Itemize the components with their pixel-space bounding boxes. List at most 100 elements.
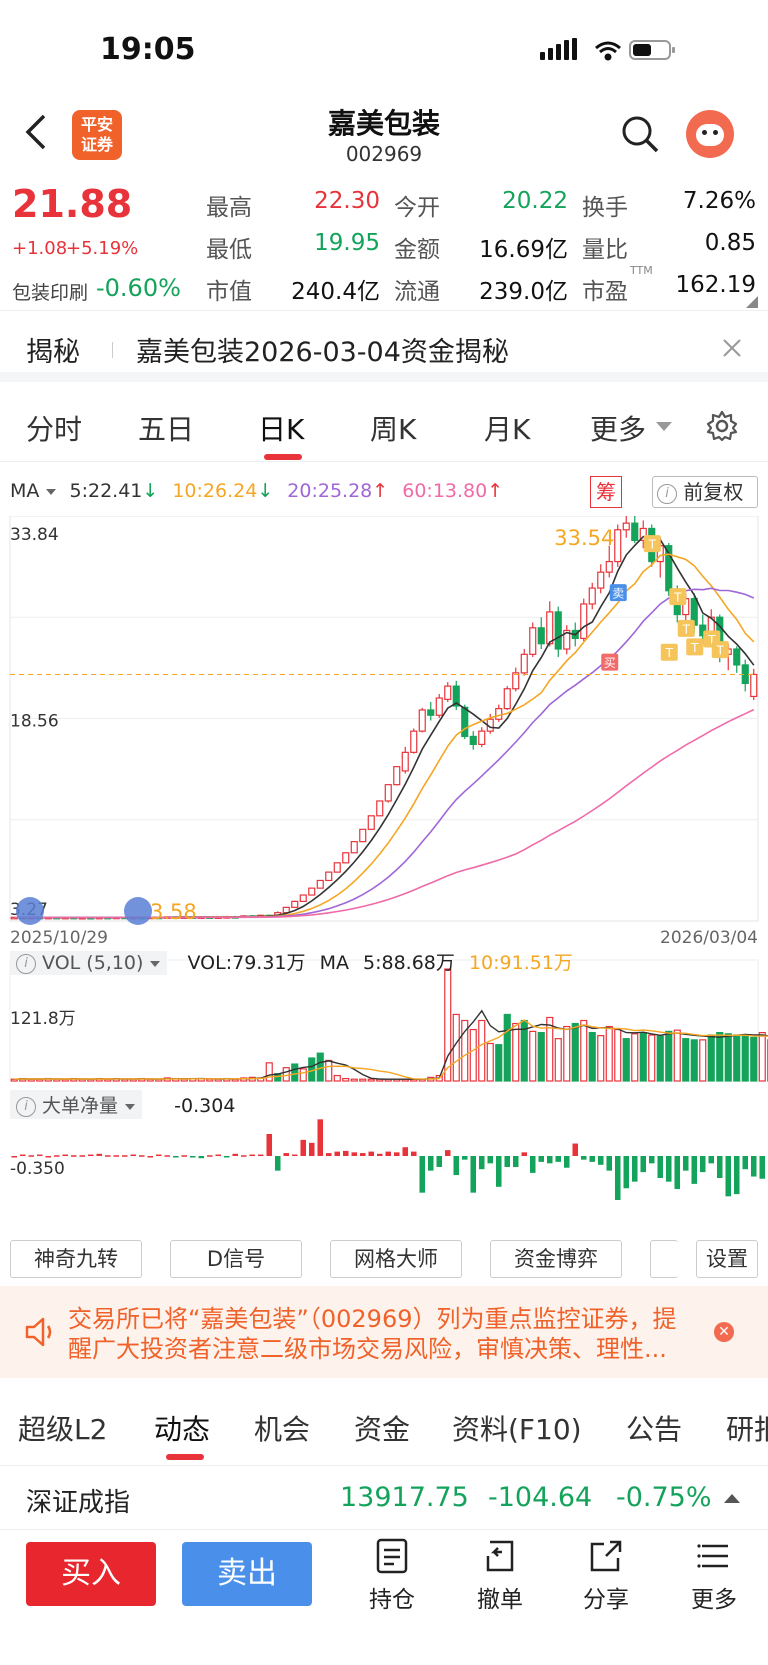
close-icon[interactable] xyxy=(722,338,742,358)
search-icon[interactable] xyxy=(620,114,660,154)
buy-button[interactable]: 买入 xyxy=(26,1542,156,1606)
scroll-marker-icon[interactable] xyxy=(124,897,152,925)
tool-fund-game[interactable]: 资金博弈 xyxy=(490,1240,622,1278)
candle xyxy=(444,685,452,700)
tab-daily-k[interactable]: 日K xyxy=(258,413,305,446)
tab-weekly-k[interactable]: 周K xyxy=(370,413,417,446)
t-marker-2-text: T xyxy=(682,622,691,636)
index-value: 13917.75 xyxy=(340,1482,469,1513)
corner-expand-icon[interactable] xyxy=(746,296,758,308)
up-arrow-icon: ↑ xyxy=(372,480,389,502)
min-price-marker: 3.58 xyxy=(150,900,197,924)
candle xyxy=(435,697,443,716)
more-button[interactable]: 更多 xyxy=(674,1538,754,1614)
big-order-bar xyxy=(444,1150,451,1156)
battery-icon xyxy=(629,40,675,60)
kline-chart-area[interactable]: MA 5:22.41↓ 10:26.24↓ 20:25.28↑ 60:13.80… xyxy=(0,462,768,1232)
tab-intraday[interactable]: 分时 xyxy=(26,413,83,446)
big-order-bar xyxy=(104,1155,111,1157)
candle xyxy=(299,894,307,902)
speaker-icon xyxy=(25,1317,52,1347)
volume-bar xyxy=(614,1028,622,1082)
avatar[interactable] xyxy=(686,110,734,158)
tool-d-signal[interactable]: D信号 xyxy=(170,1240,302,1278)
tab-announcement[interactable]: 公告 xyxy=(626,1413,683,1446)
volume-bar xyxy=(299,1068,307,1082)
ma5-line xyxy=(14,535,755,919)
status-time: 19:05 xyxy=(100,32,196,67)
volume-bar xyxy=(648,1034,656,1082)
candle xyxy=(639,527,647,541)
candle xyxy=(427,709,435,716)
holdings-button[interactable]: 持仓 xyxy=(352,1538,432,1614)
fund-reveal-bar[interactable]: 揭秘 嘉美包装2026-03-04资金揭秘 xyxy=(0,312,768,382)
mcap-label: 市值 xyxy=(206,279,252,305)
index-ticker[interactable]: 深证成指 13917.75 -104.64 -0.75% xyxy=(0,1466,768,1530)
back-arrow-icon[interactable] xyxy=(24,114,50,150)
big-order-header: i 大单净量 -0.304 xyxy=(10,1090,235,1119)
wifi-icon xyxy=(595,41,621,61)
kline-svg[interactable]: 33.8418.563.2733.543.58卖买TTTTTTT2025/10/… xyxy=(0,516,768,1232)
big-order-bar xyxy=(691,1156,698,1184)
t-marker-3: T xyxy=(660,643,678,661)
volume-bar xyxy=(503,1013,511,1082)
big-order-bar xyxy=(657,1156,664,1178)
settings-gear-icon[interactable] xyxy=(706,410,738,442)
volume-bar xyxy=(690,1039,698,1082)
tab-opportunity[interactable]: 机会 xyxy=(254,1413,311,1446)
candle xyxy=(546,611,554,645)
tab-monthly-k[interactable]: 月K xyxy=(484,413,531,446)
candle xyxy=(512,672,520,690)
tab-research[interactable]: 研报 xyxy=(726,1413,768,1446)
tab-five-day[interactable]: 五日 xyxy=(138,413,195,446)
adjust-button[interactable]: i 前复权 xyxy=(652,476,758,508)
volume-header: i VOL (5,10) VOL:79.31万 MA 5:88.68万 10:9… xyxy=(10,948,573,975)
big-order-bar xyxy=(164,1155,171,1157)
tab-more[interactable]: 更多 xyxy=(590,413,647,446)
big-order-bar xyxy=(393,1152,400,1156)
big-order-bar xyxy=(19,1154,26,1157)
volume-bar xyxy=(733,1034,741,1082)
big-order-value: -0.304 xyxy=(174,1095,236,1117)
expand-up-icon[interactable] xyxy=(724,1492,740,1504)
big-order-bar xyxy=(614,1156,621,1200)
risk-notice[interactable]: 交易所已将“嘉美包装”（002969）列为重点监控证券，提醒广大投资者注意二级市… xyxy=(0,1286,768,1378)
sector-name[interactable]: 包装印刷 xyxy=(12,282,89,304)
candle xyxy=(597,571,605,589)
tab-f10[interactable]: 资料(F10) xyxy=(452,1413,582,1446)
big-order-bar xyxy=(351,1152,358,1156)
big-order-bar xyxy=(45,1156,52,1158)
candle xyxy=(665,545,673,592)
big-order-selector[interactable]: i 大单净量 xyxy=(10,1090,143,1119)
chip-button[interactable]: 筹 xyxy=(590,476,622,508)
volume-bar xyxy=(359,1078,367,1082)
candle xyxy=(316,879,324,889)
tool-settings[interactable]: 设置 xyxy=(696,1240,758,1278)
big-order-bar xyxy=(589,1156,596,1162)
big-order-bar xyxy=(342,1150,349,1156)
big-order-bar xyxy=(113,1155,120,1157)
big-order-bars xyxy=(11,1119,768,1200)
big-order-bar xyxy=(648,1156,655,1164)
tool-grid-master[interactable]: 网格大师 xyxy=(330,1240,462,1278)
tab-funds[interactable]: 资金 xyxy=(354,1413,411,1446)
big-order-bar xyxy=(470,1156,477,1193)
tool-magic-nine[interactable]: 神奇九转 xyxy=(10,1240,142,1278)
tool-partial[interactable] xyxy=(650,1240,678,1278)
cancel-order-button[interactable]: 撤单 xyxy=(460,1538,540,1614)
volume-bar xyxy=(758,1031,766,1082)
candle xyxy=(520,653,528,674)
scroll-left-icon[interactable] xyxy=(16,897,44,925)
sell-button[interactable]: 卖出 xyxy=(182,1542,312,1606)
candle xyxy=(605,560,613,573)
notice-close-icon[interactable]: ✕ xyxy=(714,1322,734,1342)
share-button[interactable]: 分享 xyxy=(566,1538,646,1614)
adjust-label: 前复权 xyxy=(683,480,744,504)
sector-pct[interactable]: -0.60% xyxy=(96,274,181,302)
signal-icon xyxy=(540,38,577,60)
tab-super-l2[interactable]: 超级L2 xyxy=(18,1413,108,1446)
tab-news[interactable]: 动态 xyxy=(154,1413,211,1446)
vol-selector[interactable]: i VOL (5,10) xyxy=(10,951,168,975)
volume-bar xyxy=(656,1035,664,1082)
active-tab-indicator xyxy=(264,454,302,460)
